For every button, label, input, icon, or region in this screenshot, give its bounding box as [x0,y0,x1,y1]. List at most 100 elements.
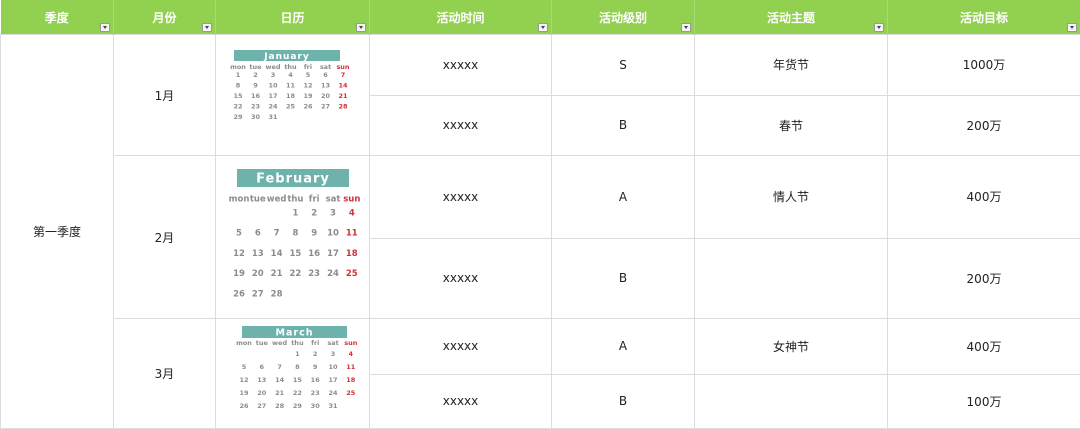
level-cell: B [552,374,695,429]
day-number: 15 [233,92,243,100]
time-cell: xxxxx [370,95,552,156]
level-cell: S [552,35,695,96]
day-number: 2 [253,71,258,79]
day-number: 6 [323,71,328,79]
theme-cell: 女神节 [695,319,888,375]
header-text: 日历 [280,11,304,25]
day-number: 7 [274,229,280,239]
day-number: 18 [346,376,356,384]
day-number: 12 [239,376,248,384]
weekday: fri [309,195,320,205]
level-cell: A [552,319,695,375]
day-number: 19 [239,389,249,397]
header-text: 活动时间 [436,11,484,25]
day-number: 3 [331,350,336,358]
day-number: 13 [252,249,264,259]
level-cell: B [552,238,695,319]
day-number: 3 [330,209,336,219]
day-number: 30 [251,113,261,121]
day-number: 16 [308,249,320,259]
day-number: 13 [257,376,266,384]
month-name: January [263,52,310,62]
day-number: 2 [311,209,317,219]
time-cell: xxxxx [370,374,552,429]
filter-button[interactable] [681,23,691,32]
month-cell: 2月 [114,156,216,319]
header-row: 季度 月份 日历 活动时间 活动级别 活动主题 活动目标 [1,0,1080,35]
filter-button[interactable] [1067,23,1077,32]
header-text: 月份 [152,11,176,25]
time-cell: xxxxx [370,35,552,96]
day-number: 23 [251,103,260,111]
day-number: 22 [233,103,242,111]
day-number: 24 [328,389,338,397]
day-number: 27 [257,402,266,410]
day-number: 11 [286,82,296,90]
day-number: 11 [346,229,358,239]
header-text: 季度 [45,11,69,25]
day-number: 24 [327,269,339,279]
day-number: 4 [349,350,354,358]
target-cell: 1000万 [888,35,1080,96]
header-text: 活动级别 [599,11,647,25]
day-number: 27 [252,289,264,299]
day-number: 10 [268,82,278,90]
day-number: 9 [311,229,317,239]
day-number: 29 [293,402,303,410]
weekday: sun [336,63,349,71]
weekday: wed [272,339,287,347]
day-number: 8 [295,363,300,371]
day-number: 1 [295,350,300,358]
day-number: 6 [260,363,265,371]
filter-button[interactable] [538,23,548,32]
weekday: mon [229,195,250,205]
day-number: 1 [292,209,298,219]
header-cell: 日历 [216,0,370,35]
day-number: 17 [268,92,277,100]
day-number: 28 [275,402,285,410]
day-number: 31 [328,402,338,410]
day-number: 15 [289,249,301,259]
header-text: 活动目标 [960,11,1008,25]
day-number: 26 [233,289,245,299]
day-number: 25 [346,389,356,397]
filter-button[interactable] [356,23,366,32]
target-cell: 200万 [888,95,1080,156]
month-cell: 1月 [114,35,216,156]
weekday: thu [284,63,297,71]
filter-button[interactable] [100,23,110,32]
day-number: 6 [255,229,261,239]
filter-button[interactable] [202,23,212,32]
day-number: 15 [293,376,303,384]
weekday: sat [327,339,338,347]
weekday: mon [230,63,246,71]
day-number: 11 [346,363,356,371]
day-number: 12 [303,82,312,90]
day-number: 9 [313,363,318,371]
day-number: 8 [292,229,298,239]
level-cell: B [552,95,695,156]
header-cell: 活动时间 [370,0,552,35]
day-number: 3 [271,71,276,79]
weekday: tue [249,63,262,71]
header-cell: 活动主题 [695,0,888,35]
day-number: 14 [271,249,283,259]
day-number: 22 [289,269,301,279]
day-number: 7 [277,363,282,371]
day-number: 4 [288,71,293,79]
day-number: 18 [346,249,358,259]
day-number: 5 [236,229,242,239]
header-text: 活动主题 [767,11,815,25]
day-number: 21 [271,269,283,279]
level-cell: A [552,156,695,239]
filter-button[interactable] [874,23,884,32]
weekday: sat [326,195,341,205]
day-number: 16 [251,92,261,100]
theme-cell [695,374,888,429]
